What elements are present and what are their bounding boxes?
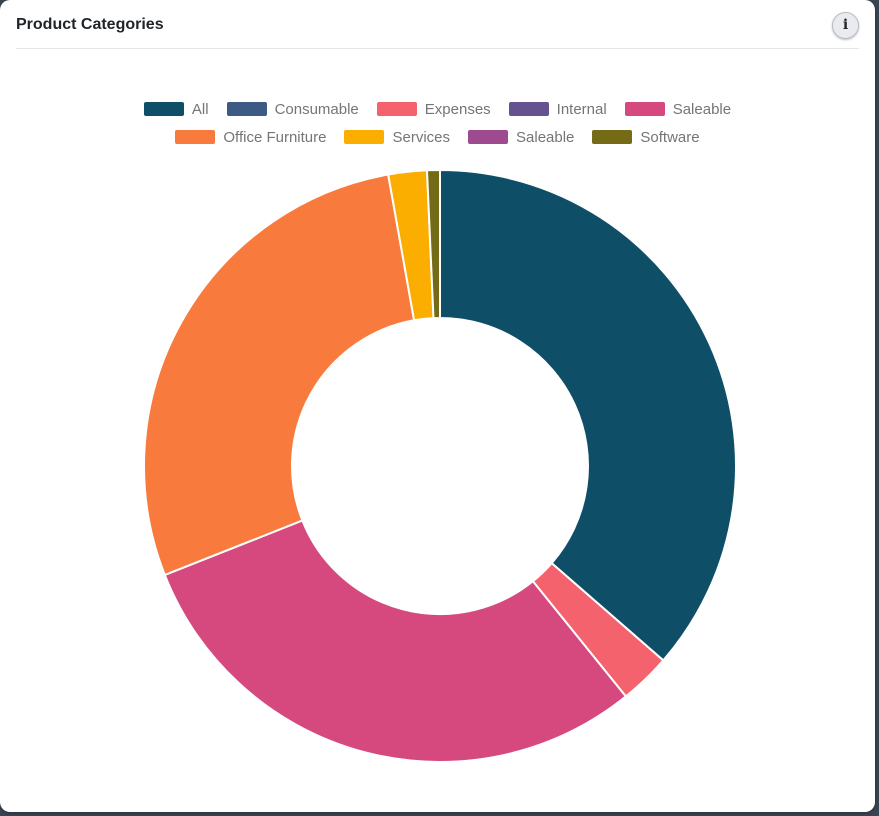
legend-label: Software [640,128,700,146]
card-header: Product Categories i [0,0,875,48]
legend-swatch [344,130,385,144]
legend-swatch [376,102,417,116]
card-title: Product Categories [16,16,164,33]
legend-label: Saleable [672,100,732,118]
header-divider [16,48,859,49]
legend-item-office-furniture[interactable]: Office Furniture [175,127,326,147]
legend-label: Services [392,128,451,146]
legend-label: Office Furniture [223,128,327,146]
legend-item-saleable[interactable]: Saleable [468,127,574,147]
legend-swatch [508,102,549,116]
info-button[interactable]: i [832,11,859,39]
legend-item-consumable[interactable]: Consumable [226,99,359,119]
legend-swatch [175,130,216,144]
donut-chart[interactable] [0,160,875,800]
legend-swatch [143,102,184,116]
legend-item-software[interactable]: Software [592,127,700,147]
legend-swatch [592,130,633,144]
legend-swatch [226,102,267,116]
donut-slice-all[interactable] [439,169,738,662]
legend-item-saleable[interactable]: Saleable [624,99,732,119]
legend-item-expenses[interactable]: Expenses [376,99,491,119]
legend-item-all[interactable]: All [143,99,209,119]
chart-legend: All Consumable Expenses Internal Saleable Off… [118,99,758,147]
donut-slice-saleable[interactable] [163,519,627,763]
legend-label: Consumable [274,100,359,118]
legend-item-internal[interactable]: Internal [508,99,607,119]
donut-slice-software[interactable] [425,169,441,320]
legend-label: Saleable [516,128,575,146]
legend-label: Internal [556,100,607,118]
legend-swatch [468,130,509,144]
legend-label: All [191,100,209,118]
legend-label: Expenses [424,100,491,118]
legend-swatch [624,102,665,116]
donut-slice-office-furniture[interactable] [143,173,416,576]
info-icon: i [842,17,849,33]
legend-item-services[interactable]: Services [344,127,450,147]
